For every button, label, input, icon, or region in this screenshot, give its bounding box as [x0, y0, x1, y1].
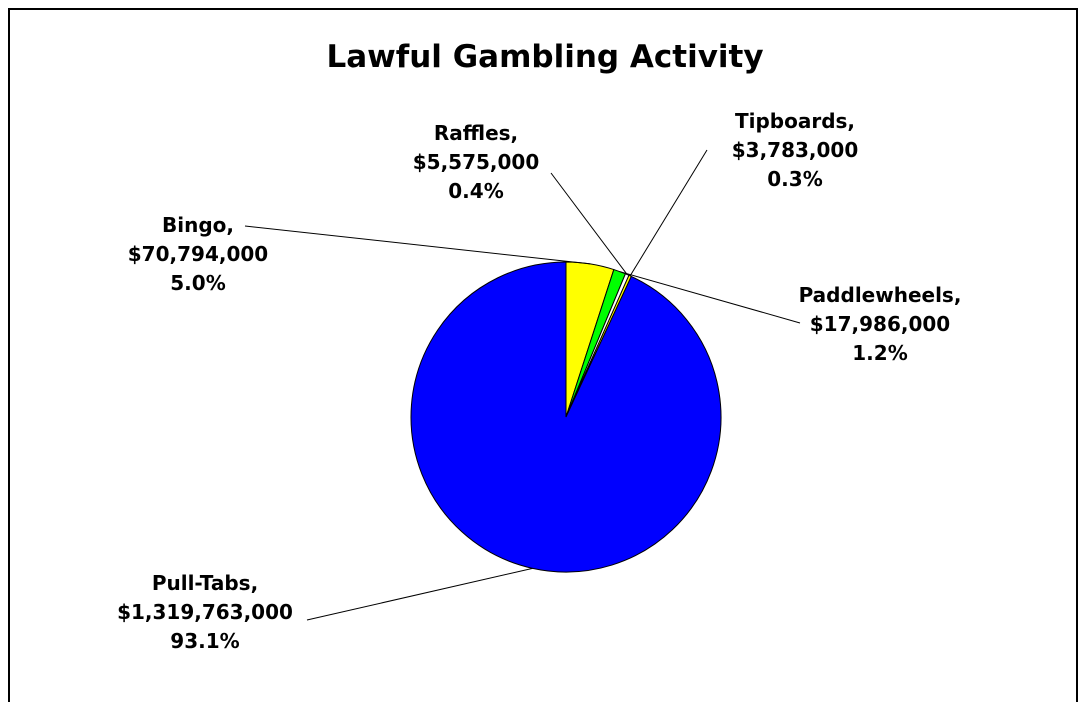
slice-label-tipboards: Tipboards, $3,783,000 0.3%: [732, 109, 859, 191]
slice-label-paddlewheels: Paddlewheels, $17,986,000 1.2%: [799, 283, 962, 365]
leader-line-raffles: [550, 172, 628, 275]
slice-amount: $5,575,000: [413, 150, 540, 174]
chart-title: Lawful Gambling Activity: [326, 39, 763, 75]
slice-percent: 5.0%: [170, 271, 225, 295]
slice-name: Bingo,: [162, 213, 234, 237]
slice-percent: 93.1%: [170, 629, 239, 653]
leader-line-pull-tabs: [306, 567, 533, 621]
slice-labels: Bingo, $70,794,000 5.0% Paddlewheels, $17,98…: [117, 109, 961, 653]
slice-percent: 1.2%: [852, 341, 907, 365]
slice-label-pull-tabs: Pull-Tabs, $1,319,763,000 93.1%: [117, 571, 293, 653]
leader-line-bingo: [244, 225, 591, 265]
slice-label-raffles: Raffles, $5,575,000 0.4%: [413, 121, 540, 203]
leader-line-paddlewheels: [619, 271, 801, 324]
slice-percent: 0.4%: [448, 179, 503, 203]
slice-percent: 0.3%: [767, 167, 822, 191]
slice-amount: $1,319,763,000: [117, 600, 293, 624]
slice-label-bingo: Bingo, $70,794,000 5.0%: [128, 213, 268, 295]
slice-name: Raffles,: [434, 121, 518, 145]
chart-frame: [8, 8, 1078, 702]
slice-name: Pull-Tabs,: [152, 571, 258, 595]
pie-slices: [410, 261, 722, 573]
slice-amount: $17,986,000: [810, 312, 950, 336]
slice-amount: $3,783,000: [732, 138, 859, 162]
pie-slice-pull-tabs: [410, 261, 722, 573]
slice-amount: $70,794,000: [128, 242, 268, 266]
leader-line-tipboards: [629, 149, 708, 277]
slice-name: Tipboards,: [735, 109, 855, 133]
slice-name: Paddlewheels,: [799, 283, 962, 307]
leader-lines: [244, 149, 801, 621]
